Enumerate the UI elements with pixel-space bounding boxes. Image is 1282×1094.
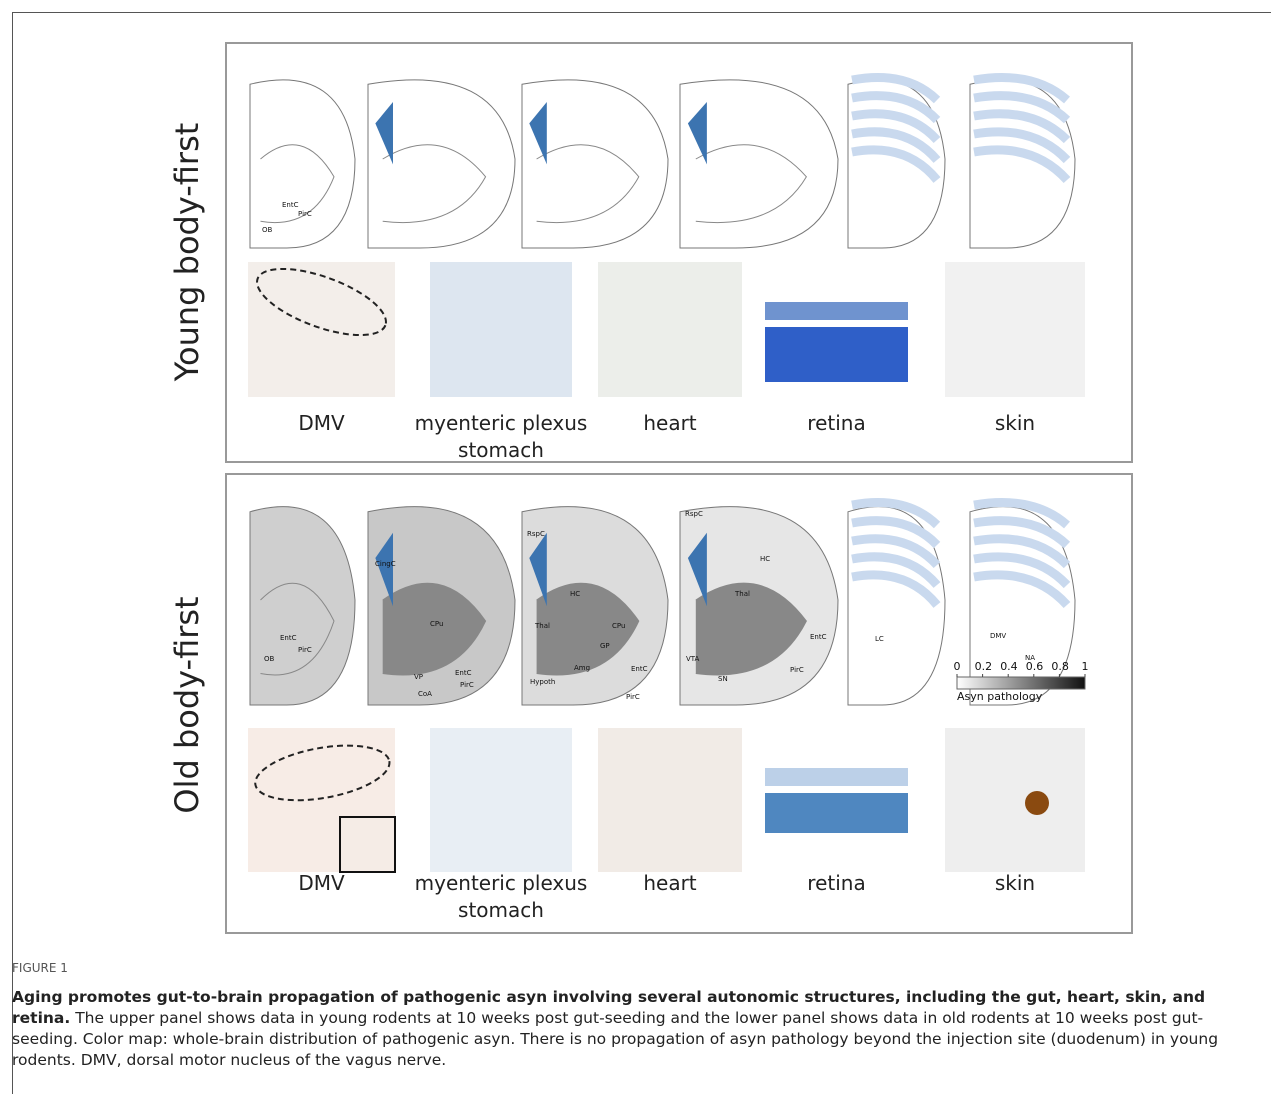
colorbar-label: Asyn pathology: [957, 690, 1042, 703]
region-label: EntC: [455, 669, 472, 677]
tissue-label: DMV: [222, 870, 422, 896]
region-label: CingC: [375, 560, 396, 568]
stain: [1025, 791, 1049, 815]
tissue-label: retina: [737, 410, 937, 436]
region-label: EntC: [280, 634, 297, 642]
retina-layer: [765, 793, 908, 833]
inset: [340, 817, 395, 872]
micrograph: [248, 262, 395, 397]
colorbar-tick-label: 0: [949, 660, 965, 673]
region-label: VP: [414, 673, 423, 681]
micrograph: [945, 728, 1085, 872]
region-label: LC: [875, 635, 884, 643]
tissue-label: skin: [915, 410, 1115, 436]
colorbar-tick-label: 0.2: [975, 660, 991, 673]
region-label: OB: [264, 655, 274, 663]
region-label: PirC: [298, 210, 312, 218]
region-label: CPu: [612, 622, 625, 630]
retina-layer: [765, 302, 908, 320]
brain-section: [680, 80, 838, 248]
region-label: VTA: [686, 655, 699, 663]
region-label: DMV: [990, 632, 1006, 640]
brain-section: [522, 80, 668, 248]
illustrations: [0, 0, 1282, 1093]
caption-title: FIGURE 1: [12, 958, 1262, 979]
region-label: CPu: [430, 620, 443, 628]
region-label: PirC: [460, 681, 474, 689]
region-label: HC: [760, 555, 770, 563]
micrograph: [430, 728, 572, 872]
region-label: CoA: [418, 690, 432, 698]
region-label: EntC: [631, 665, 648, 673]
region-label: NA: [1025, 654, 1035, 662]
brain-section: [368, 80, 515, 248]
brain-section: [848, 80, 945, 248]
region-label: Amg: [574, 664, 590, 672]
micrograph: [430, 262, 572, 397]
caption: FIGURE 1 Aging promotes gut-to-brain pro…: [12, 958, 1262, 1071]
micrograph: [598, 728, 742, 872]
region-label: GP: [600, 642, 610, 650]
page: Young body-first Old body-first 00.20.40…: [0, 0, 1282, 1093]
region-label: RspC: [527, 530, 545, 538]
region-label: EntC: [810, 633, 827, 641]
retina-layer: [765, 768, 908, 786]
tissue-label: stomach: [401, 897, 601, 923]
region-label: PirC: [790, 666, 804, 674]
colorbar-tick-label: 0.4: [1000, 660, 1016, 673]
region-label: RspC: [685, 510, 703, 518]
caption-body: Aging promotes gut-to-brain propagation …: [12, 987, 1262, 1071]
region-label: Hypoth: [530, 678, 555, 686]
retina-layer: [765, 327, 908, 382]
region-label: HC: [570, 590, 580, 598]
region-label: Thal: [735, 590, 750, 598]
region-label: PirC: [298, 646, 312, 654]
brain-section: [250, 80, 355, 248]
region-label: PirC: [626, 693, 640, 701]
colorbar: [957, 677, 1085, 689]
caption-text: The upper panel shows data in young rode…: [12, 1009, 1218, 1069]
tissue-label: stomach: [401, 437, 601, 463]
brain-section: [250, 507, 355, 705]
colorbar-tick-label: 0.8: [1051, 660, 1067, 673]
tissue-label: skin: [915, 870, 1115, 896]
micrograph: [945, 262, 1085, 397]
region-label: EntC: [282, 201, 299, 209]
micrograph: [598, 262, 742, 397]
region-label: OB: [262, 226, 272, 234]
brain-section: [970, 80, 1075, 248]
tissue-label: DMV: [222, 410, 422, 436]
region-label: Thal: [535, 622, 550, 630]
tissue-label: retina: [737, 870, 937, 896]
colorbar-tick-label: 1: [1077, 660, 1093, 673]
region-label: SN: [718, 675, 728, 683]
